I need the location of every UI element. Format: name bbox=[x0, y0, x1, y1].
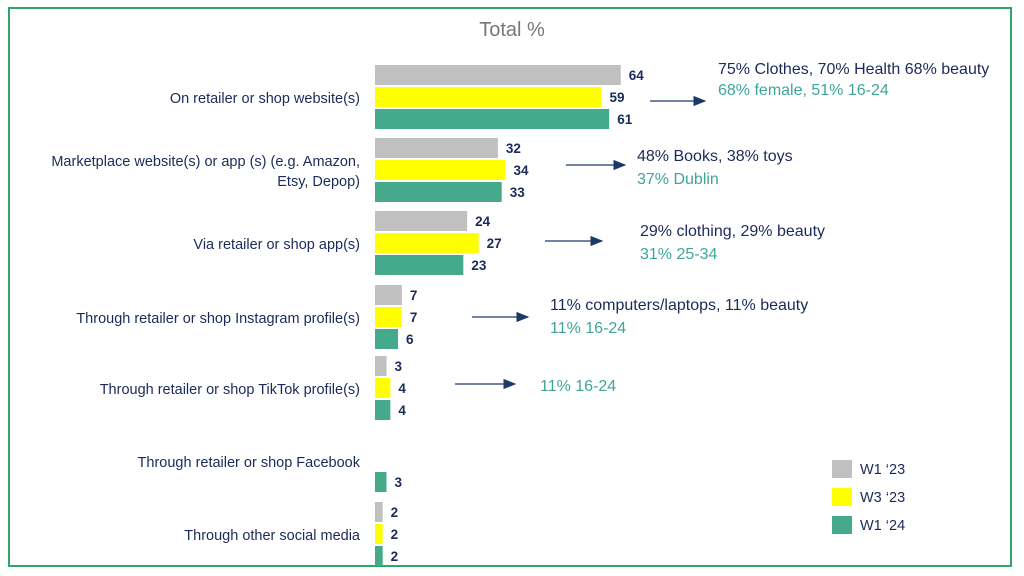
annotation-sub-text: 11% 16-24 bbox=[550, 320, 626, 337]
value-label: 61 bbox=[617, 112, 633, 127]
category-label: Etsy, Depop) bbox=[277, 174, 360, 190]
bar bbox=[375, 307, 402, 327]
value-label: 59 bbox=[610, 90, 625, 105]
bar bbox=[375, 109, 610, 129]
category-label: Through retailer or shop Instagram profi… bbox=[76, 311, 360, 327]
category-label: On retailer or shop website(s) bbox=[170, 91, 360, 107]
bar bbox=[375, 524, 383, 544]
bar bbox=[375, 546, 383, 566]
bar bbox=[375, 356, 387, 376]
category-label: Through other social media bbox=[184, 528, 361, 544]
bar bbox=[375, 182, 502, 202]
bar bbox=[375, 87, 602, 107]
value-label: 7 bbox=[410, 310, 418, 325]
bar bbox=[375, 65, 621, 85]
value-label: 27 bbox=[487, 236, 502, 251]
value-label: 23 bbox=[471, 258, 487, 273]
bar bbox=[375, 233, 479, 253]
legend-label: W3 ‘23 bbox=[860, 490, 905, 506]
value-label: 34 bbox=[514, 163, 530, 178]
bar bbox=[375, 138, 498, 158]
value-label: 6 bbox=[406, 332, 414, 347]
value-label: 2 bbox=[391, 505, 399, 520]
legend-swatch bbox=[832, 460, 852, 478]
legend-swatch bbox=[832, 516, 852, 534]
value-label: 2 bbox=[391, 527, 399, 542]
bar bbox=[375, 285, 402, 305]
annotation-main-text: 48% Books, 38% toys bbox=[637, 148, 793, 165]
bar bbox=[375, 502, 383, 522]
bar bbox=[375, 211, 468, 231]
bar bbox=[375, 329, 399, 349]
bar bbox=[375, 255, 464, 275]
value-label: 4 bbox=[398, 381, 406, 396]
bar bbox=[375, 378, 391, 398]
value-label: 7 bbox=[410, 288, 418, 303]
value-label: 3 bbox=[395, 475, 403, 490]
annotation-main-text: 75% Clothes, 70% Health 68% beauty bbox=[718, 61, 989, 78]
bar bbox=[375, 472, 387, 492]
annotation-sub-text: 31% 25-34 bbox=[640, 246, 717, 263]
chart-title: Total % bbox=[479, 19, 545, 41]
bar bbox=[375, 160, 506, 180]
annotation-sub-text: 37% Dublin bbox=[637, 171, 719, 188]
legend-label: W1 ‘24 bbox=[860, 518, 905, 534]
annotation-sub-text: 11% 16-24 bbox=[540, 378, 616, 395]
value-label: 32 bbox=[506, 141, 521, 156]
legend-swatch bbox=[832, 488, 852, 506]
annotation-sub-text: 68% female, 51% 16-24 bbox=[718, 82, 889, 99]
value-label: 3 bbox=[395, 359, 403, 374]
category-label: Through retailer or shop TikTok profile(… bbox=[100, 382, 360, 398]
annotation-main-text: 11% computers/laptops, 11% beauty bbox=[550, 297, 808, 314]
legend-label: W1 ‘23 bbox=[860, 462, 905, 478]
bar bbox=[375, 400, 391, 420]
value-label: 2 bbox=[391, 549, 399, 564]
value-label: 24 bbox=[475, 214, 491, 229]
value-label: 64 bbox=[629, 68, 645, 83]
category-label: Marketplace website(s) or app (s) (e.g. … bbox=[51, 154, 360, 170]
value-label: 33 bbox=[510, 185, 526, 200]
category-label: Through retailer or shop Facebook bbox=[138, 455, 361, 471]
annotation-main-text: 29% clothing, 29% beauty bbox=[640, 223, 825, 240]
category-label: Via retailer or shop app(s) bbox=[193, 237, 360, 253]
value-label: 4 bbox=[398, 403, 406, 418]
